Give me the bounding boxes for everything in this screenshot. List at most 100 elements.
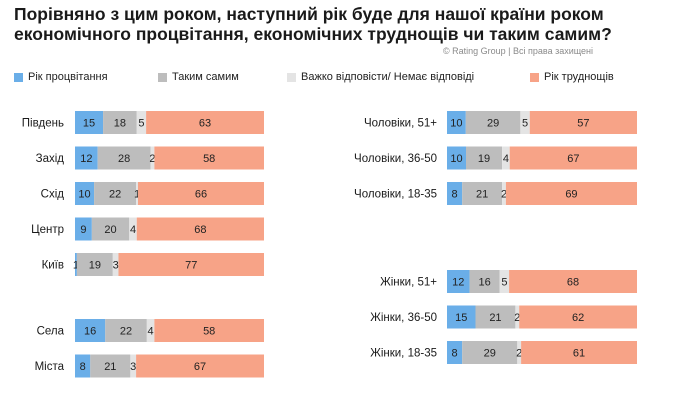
value-label-same-g2-r1: 19 bbox=[478, 153, 490, 165]
value-label-hard-to-say-g2-r2: 2 bbox=[501, 189, 507, 201]
bar-segment-prosperity-g0-r0 bbox=[75, 111, 104, 134]
value-label-same-g1-r0: 22 bbox=[120, 326, 132, 338]
value-label-difficulties-g0-r3: 68 bbox=[194, 224, 206, 236]
bar-segment-hard-to-say-g1-r1 bbox=[130, 354, 137, 378]
value-label-difficulties-g2-r0: 57 bbox=[577, 118, 589, 130]
bar-segment-difficulties-g2-r1 bbox=[509, 146, 637, 170]
value-label-prosperity-g2-r1: 10 bbox=[450, 153, 462, 165]
bar-segment-prosperity-g1-r1 bbox=[75, 354, 91, 378]
bar-segment-same-g3-r2 bbox=[462, 341, 518, 364]
bar-segment-difficulties-g3-r2 bbox=[521, 341, 637, 364]
value-label-prosperity-g0-r1: 12 bbox=[80, 153, 92, 165]
row-label-g0-r3: Центр bbox=[31, 224, 64, 236]
bar-segment-same-g0-r1 bbox=[97, 146, 151, 170]
value-label-same-g0-r2: 22 bbox=[109, 189, 121, 201]
value-label-same-g3-r0: 16 bbox=[478, 277, 490, 289]
bar-segment-hard-to-say-g1-r0 bbox=[146, 319, 155, 342]
value-label-difficulties-g2-r1: 67 bbox=[567, 153, 579, 165]
bar-segment-difficulties-g0-r4 bbox=[118, 253, 264, 276]
value-label-prosperity-g0-r0: 15 bbox=[83, 118, 95, 130]
legend-label-difficulties: Рік труднощів bbox=[544, 71, 614, 83]
bar-segment-prosperity-g0-r2 bbox=[75, 182, 95, 205]
value-label-difficulties-g3-r1: 62 bbox=[572, 312, 584, 324]
chart-title: Порівняно з цим роком, наступний рік буд… bbox=[14, 4, 612, 44]
legend-item-prosperity: Рік процвітання bbox=[14, 70, 108, 84]
row-label-g3-r1: Жінки, 36-50 bbox=[370, 312, 437, 324]
row-label-g3-r2: Жінки, 18-35 bbox=[370, 348, 437, 360]
value-label-prosperity-g2-r2: 8 bbox=[452, 189, 458, 201]
value-label-difficulties-g3-r2: 61 bbox=[573, 348, 585, 360]
value-label-same-g1-r1: 21 bbox=[104, 361, 116, 373]
value-label-prosperity-g2-r0: 10 bbox=[450, 118, 462, 130]
bar-segment-hard-to-say-g2-r2 bbox=[502, 182, 506, 205]
chart-legend: Рік процвітання Таким самим Важко відпов… bbox=[14, 70, 674, 84]
bar-segment-difficulties-g0-r0 bbox=[146, 111, 264, 134]
bar-segment-same-g1-r0 bbox=[105, 319, 147, 342]
value-label-same-g0-r0: 18 bbox=[114, 118, 126, 130]
legend-item-hard-to-say: Важко відповісти/ Немає відповіді bbox=[287, 70, 474, 84]
value-label-hard-to-say-g1-r0: 4 bbox=[148, 326, 154, 338]
bar-segment-same-g3-r1 bbox=[475, 305, 516, 329]
value-label-same-g0-r4: 19 bbox=[89, 260, 101, 272]
legend-swatch-same bbox=[158, 72, 167, 82]
bar-segment-hard-to-say-g3-r0 bbox=[499, 270, 510, 293]
value-label-difficulties-g0-r4: 77 bbox=[185, 260, 197, 272]
bar-segment-difficulties-g2-r0 bbox=[529, 111, 637, 134]
bar-segment-difficulties-g0-r2 bbox=[138, 182, 264, 205]
bar-segment-prosperity-g2-r1 bbox=[447, 146, 466, 170]
bar-segment-hard-to-say-g2-r1 bbox=[502, 146, 510, 170]
bar-segment-hard-to-say-g0-r4 bbox=[112, 253, 119, 276]
row-label-g0-r0: Південь bbox=[22, 118, 64, 130]
bar-segment-difficulties-g3-r0 bbox=[509, 270, 637, 293]
value-label-hard-to-say-g0-r4: 3 bbox=[113, 260, 119, 272]
value-label-hard-to-say-g1-r1: 3 bbox=[130, 361, 136, 373]
value-label-hard-to-say-g0-r2: 1 bbox=[134, 189, 140, 201]
bar-segment-prosperity-g0-r1 bbox=[75, 146, 98, 170]
value-label-same-g0-r1: 28 bbox=[118, 153, 130, 165]
bar-segment-prosperity-g3-r1 bbox=[447, 305, 476, 329]
bar-segment-difficulties-g3-r1 bbox=[519, 305, 637, 329]
bar-segment-prosperity-g3-r2 bbox=[447, 341, 463, 364]
bar-segment-hard-to-say-g3-r1 bbox=[515, 305, 520, 329]
legend-label-hard-to-say: Важко відповісти/ Немає відповіді bbox=[301, 71, 475, 83]
value-label-difficulties-g0-r1: 58 bbox=[203, 153, 215, 165]
legend-swatch-prosperity bbox=[14, 72, 23, 82]
legend-label-prosperity: Рік процвітання bbox=[28, 71, 108, 83]
row-label-g2-r2: Чоловіки, 18-35 bbox=[354, 189, 437, 201]
bar-segment-difficulties-g1-r1 bbox=[136, 354, 264, 378]
value-label-difficulties-g0-r2: 66 bbox=[195, 189, 207, 201]
value-label-prosperity-g1-r0: 16 bbox=[84, 326, 96, 338]
value-label-difficulties-g1-r1: 67 bbox=[194, 361, 206, 373]
bar-segment-prosperity-g0-r4 bbox=[75, 253, 77, 276]
row-label-g1-r0: Села bbox=[37, 326, 65, 338]
legend-item-same: Таким самим bbox=[158, 70, 239, 84]
copyright-credit: © Rating Group | Всі права захищені bbox=[443, 46, 594, 56]
value-label-prosperity-g1-r1: 8 bbox=[80, 361, 86, 373]
row-label-g0-r2: Схід bbox=[41, 189, 65, 201]
value-label-difficulties-g3-r0: 68 bbox=[567, 277, 579, 289]
value-label-difficulties-g0-r0: 63 bbox=[199, 118, 211, 130]
row-label-g2-r1: Чоловіки, 36-50 bbox=[354, 153, 437, 165]
bar-segment-same-g0-r0 bbox=[103, 111, 137, 134]
bar-segment-same-g0-r3 bbox=[91, 217, 130, 241]
bar-segment-prosperity-g3-r0 bbox=[447, 270, 470, 293]
row-label-g0-r1: Захід bbox=[36, 153, 65, 165]
bar-segment-hard-to-say-g3-r2 bbox=[517, 341, 522, 364]
legend-swatch-difficulties bbox=[530, 72, 539, 82]
bar-segment-hard-to-say-g2-r0 bbox=[520, 111, 530, 134]
bar-segment-same-g0-r4 bbox=[76, 253, 113, 276]
row-label-g2-r0: Чоловіки, 51+ bbox=[364, 118, 437, 130]
bar-segment-same-g2-r0 bbox=[465, 111, 521, 134]
value-label-hard-to-say-g3-r1: 2 bbox=[514, 312, 520, 324]
row-label-g1-r1: Міста bbox=[35, 361, 65, 373]
bar-segment-same-g3-r0 bbox=[469, 270, 500, 293]
value-label-hard-to-say-g3-r2: 2 bbox=[516, 348, 522, 360]
value-label-hard-to-say-g2-r1: 4 bbox=[503, 153, 509, 165]
bar-segment-hard-to-say-g0-r1 bbox=[150, 146, 155, 170]
bar-segment-difficulties-g0-r3 bbox=[136, 217, 264, 241]
legend-item-difficulties: Рік труднощів bbox=[530, 70, 614, 84]
bar-segment-hard-to-say-g0-r2 bbox=[136, 182, 138, 205]
bar-segment-prosperity-g0-r3 bbox=[75, 217, 92, 241]
bar-segment-difficulties-g2-r2 bbox=[505, 182, 637, 205]
